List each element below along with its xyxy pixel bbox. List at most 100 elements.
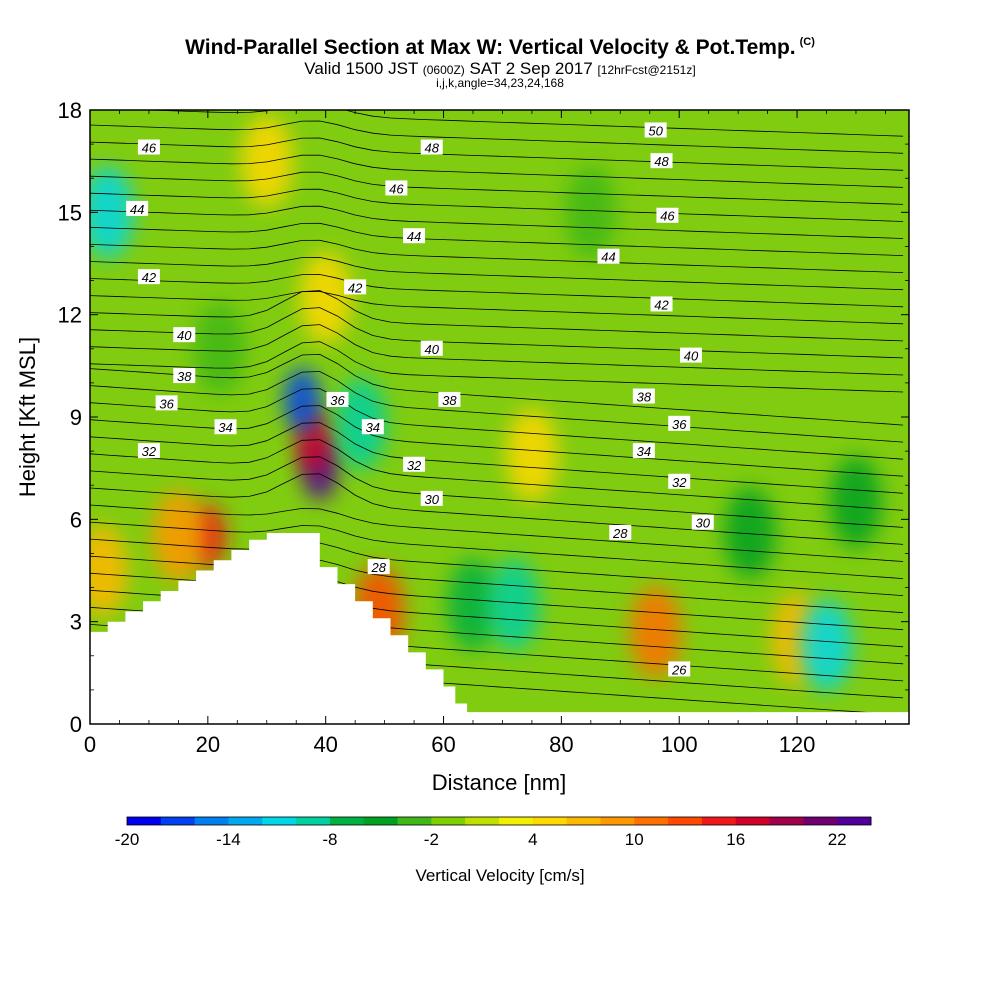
colorbar-swatch [296,817,331,825]
isentrope-label-box [656,207,679,223]
isentrope-label: 50 [648,123,663,138]
colorbar-swatch [160,817,196,825]
isentrope-label-box [609,524,632,540]
y-tick-label: 3 [70,610,82,635]
isentrope [90,120,904,154]
isentrope-label: 30 [425,492,440,507]
terrain-mask [90,533,909,724]
isentrope [90,222,904,256]
isentrope-label: 36 [672,417,687,432]
isentrope-label: 36 [159,396,174,411]
y-tick-label: 0 [70,712,82,737]
isentrope-label-box [650,153,673,169]
colorbar-tick-label: 22 [828,830,847,849]
colorbar-swatch [837,817,872,825]
isentrope [90,256,904,291]
isentrope-label: 32 [672,475,687,490]
chart-title: Wind-Parallel Section at Max W: Vertical… [0,36,1000,60]
colorbar-swatch [499,817,534,825]
y-axis-label: Height [Kft MSL] [15,337,40,497]
velocity-blob [90,524,128,617]
colorbar-tick-label: -14 [216,830,241,849]
velocity-blob [829,456,882,549]
isentrope [90,307,904,359]
velocity-blob [723,486,776,579]
isentrope [90,456,904,528]
isentrope-label-box [385,180,408,196]
isentrope-label-box [403,228,426,244]
velocity-blob [800,599,853,692]
valid-zulu: (0600Z) [422,63,465,77]
colorbar-tick-label: -2 [424,830,439,849]
isentrope [90,388,904,460]
velocity-blob [299,251,352,344]
isentrope-labels: 4644424038363432484644424038363432302850… [126,122,714,677]
colorbar-swatch [701,817,737,825]
x-tick-label: 100 [661,732,698,757]
isentrope-label-box [691,514,714,530]
isentrope [90,188,904,222]
y-tick-label: 15 [58,200,82,225]
isentrope-label: 38 [442,393,457,408]
colorbar-swatch [769,817,804,825]
colorbar-tick-label: 10 [625,830,644,849]
isentrope-label: 48 [425,141,440,156]
isentrope-label: 38 [177,369,192,384]
forecast-tag: [12hrFcst@2151z] [597,63,696,77]
isentrope [90,205,904,239]
isentrope-label: 28 [612,526,628,541]
isentrope-label-box [344,279,367,295]
isentrope-label: 46 [142,141,157,156]
velocity-blob [240,115,293,208]
isentrope-label: 38 [637,390,652,405]
x-axis-label: Distance [nm] [432,770,567,795]
valid-date: SAT 2 Sep 2017 [469,59,593,78]
isentrope [90,290,904,342]
isentrope-label-box [438,391,461,407]
isentrope-label-box [668,473,691,489]
isentrope-label: 28 [370,560,386,575]
velocity-blob [90,166,134,259]
isentrope-label: 34 [218,420,232,435]
velocity-blob [152,490,205,583]
isentrope-label-box [137,443,160,459]
isentrope [90,341,904,393]
colorbar-swatch [329,817,365,825]
isentrope [90,504,904,562]
isentrope-label-box [367,559,390,575]
colorbar-tick-label: 16 [726,830,745,849]
colorbar-tick-label: -20 [115,830,140,849]
isentrope-label: 30 [696,516,711,531]
isentrope [90,371,904,443]
velocity-field [90,115,882,692]
valid-time: Valid 1500 JST [304,59,419,78]
isentrope-label: 32 [142,444,157,459]
colorbar-swatch [262,817,297,825]
isentrope-label-box [632,388,655,404]
colorbar-swatch [397,817,432,825]
isentrope [90,521,904,579]
y-tick-label: 6 [70,507,82,532]
isentrope-label: 46 [389,181,404,196]
isentrope [90,137,904,171]
isentrope-label-box [173,327,196,343]
colorbar: -20 -14 -8 -2 4 10 16 22 [115,816,872,849]
isentrope [90,154,904,188]
isentrope-label: 42 [348,280,363,295]
isentrope [90,324,904,376]
isentrope-label: 32 [407,458,422,473]
colorbar-swatch [803,817,838,825]
terrain-profile [90,533,909,724]
isentrope-label: 48 [654,154,669,169]
isentrope-label-box [644,122,667,138]
isentrope [90,291,904,325]
isentrope [137,110,904,137]
isentrope [90,239,904,273]
y-tick-label: 12 [58,303,82,328]
colorbar-swatch [363,817,399,825]
colorbar-label: Vertical Velocity [cm/s] [415,866,584,885]
velocity-blob [505,408,558,501]
isentrope-label-box [155,395,178,411]
